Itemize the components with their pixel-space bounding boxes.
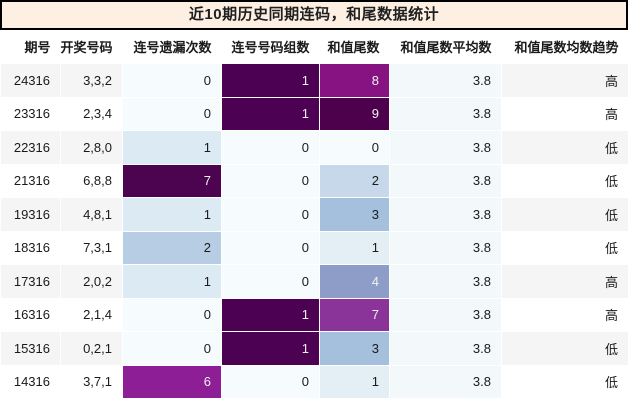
cell-group-count: 0 — [221, 163, 320, 198]
cell-trend: 低 — [501, 230, 628, 265]
table-row: 22316 2,8,0 1 0 0 3.8 低 — [0, 130, 628, 165]
header-cell-6: 和值尾数均数趋势 — [501, 30, 628, 64]
cell-period: 16316 — [0, 297, 61, 332]
cell-tail-average: 3.8 — [389, 96, 502, 131]
table-row: 24316 3,3,2 0 1 8 3.8 高 — [0, 63, 628, 98]
cell-sum-tail: 4 — [319, 264, 390, 299]
cell-sum-tail: 7 — [319, 297, 390, 332]
page-title: 近10期历史同期连码，和尾数据统计 — [0, 0, 628, 30]
cell-tail-average: 3.8 — [389, 331, 502, 366]
cell-sum-tail: 9 — [319, 96, 390, 131]
cell-trend: 低 — [501, 130, 628, 165]
cell-miss-count: 1 — [122, 264, 222, 299]
table-header: 期号 开奖号码 连号遗漏次数 连号号码组数 和值尾数 和值尾数平均数 和值尾数均数趋势 — [0, 30, 628, 64]
cell-trend: 低 — [501, 197, 628, 232]
cell-miss-count: 1 — [122, 197, 222, 232]
table-body: 24316 3,3,2 0 1 8 3.8 高 23316 2,3,4 0 1 9 3.8 高 22316 2… — [0, 63, 628, 399]
cell-period: 24316 — [0, 63, 61, 98]
table-row: 18316 7,3,1 2 0 1 3.8 低 — [0, 230, 628, 265]
cell-period: 21316 — [0, 163, 61, 198]
cell-trend: 高 — [501, 63, 628, 98]
cell-sum-tail: 0 — [319, 130, 390, 165]
header-cell-2: 连号遗漏次数 — [122, 30, 222, 64]
cell-miss-count: 6 — [122, 364, 222, 399]
cell-tail-average: 3.8 — [389, 130, 502, 165]
cell-group-count: 1 — [221, 96, 320, 131]
table-row: 15316 0,2,1 0 1 3 3.8 低 — [0, 331, 628, 366]
cell-sum-tail: 8 — [319, 63, 390, 98]
cell-trend: 高 — [501, 96, 628, 131]
cell-tail-average: 3.8 — [389, 230, 502, 265]
cell-numbers: 3,3,2 — [60, 63, 123, 98]
cell-numbers: 3,7,1 — [60, 364, 123, 399]
cell-miss-count: 1 — [122, 130, 222, 165]
header-cell-4: 和值尾数 — [319, 30, 390, 64]
table-row: 16316 2,1,4 0 1 7 3.8 高 — [0, 297, 628, 332]
cell-trend: 高 — [501, 264, 628, 299]
cell-group-count: 0 — [221, 230, 320, 265]
cell-tail-average: 3.8 — [389, 163, 502, 198]
cell-period: 22316 — [0, 130, 61, 165]
cell-tail-average: 3.8 — [389, 364, 502, 399]
cell-numbers: 2,0,2 — [60, 264, 123, 299]
cell-period: 15316 — [0, 331, 61, 366]
cell-trend: 高 — [501, 297, 628, 332]
cell-numbers: 4,8,1 — [60, 197, 123, 232]
table-row: 14316 3,7,1 6 0 1 3.8 低 — [0, 364, 628, 399]
stats-table: 期号 开奖号码 连号遗漏次数 连号号码组数 和值尾数 和值尾数平均数 和值尾数均数趋势 24… — [0, 30, 628, 399]
cell-tail-average: 3.8 — [389, 197, 502, 232]
table-row: 17316 2,0,2 1 0 4 3.8 高 — [0, 264, 628, 299]
cell-trend: 低 — [501, 331, 628, 366]
table-row: 23316 2,3,4 0 1 9 3.8 高 — [0, 96, 628, 131]
cell-miss-count: 0 — [122, 96, 222, 131]
cell-sum-tail: 2 — [319, 163, 390, 198]
cell-miss-count: 2 — [122, 230, 222, 265]
cell-group-count: 0 — [221, 364, 320, 399]
cell-numbers: 0,2,1 — [60, 331, 123, 366]
header-cell-0: 期号 — [0, 30, 61, 64]
cell-tail-average: 3.8 — [389, 63, 502, 98]
cell-miss-count: 0 — [122, 297, 222, 332]
cell-group-count: 0 — [221, 130, 320, 165]
header-cell-1: 开奖号码 — [60, 30, 123, 64]
cell-miss-count: 0 — [122, 331, 222, 366]
cell-numbers: 6,8,8 — [60, 163, 123, 198]
cell-sum-tail: 1 — [319, 230, 390, 265]
table-row: 19316 4,8,1 1 0 3 3.8 低 — [0, 197, 628, 232]
cell-sum-tail: 1 — [319, 364, 390, 399]
header-cell-5: 和值尾数平均数 — [389, 30, 502, 64]
cell-miss-count: 7 — [122, 163, 222, 198]
table-row: 21316 6,8,8 7 0 2 3.8 低 — [0, 163, 628, 198]
cell-group-count: 1 — [221, 297, 320, 332]
cell-group-count: 1 — [221, 331, 320, 366]
cell-sum-tail: 3 — [319, 331, 390, 366]
cell-tail-average: 3.8 — [389, 297, 502, 332]
cell-numbers: 2,1,4 — [60, 297, 123, 332]
cell-period: 14316 — [0, 364, 61, 399]
cell-numbers: 2,8,0 — [60, 130, 123, 165]
cell-numbers: 7,3,1 — [60, 230, 123, 265]
cell-sum-tail: 3 — [319, 197, 390, 232]
cell-trend: 低 — [501, 163, 628, 198]
cell-group-count: 0 — [221, 264, 320, 299]
cell-trend: 低 — [501, 364, 628, 399]
cell-group-count: 1 — [221, 63, 320, 98]
cell-period: 17316 — [0, 264, 61, 299]
cell-period: 19316 — [0, 197, 61, 232]
header-row: 期号 开奖号码 连号遗漏次数 连号号码组数 和值尾数 和值尾数平均数 和值尾数均数趋势 — [0, 30, 628, 64]
cell-miss-count: 0 — [122, 63, 222, 98]
cell-group-count: 0 — [221, 197, 320, 232]
cell-period: 18316 — [0, 230, 61, 265]
header-cell-3: 连号号码组数 — [221, 30, 320, 64]
cell-tail-average: 3.8 — [389, 264, 502, 299]
cell-numbers: 2,3,4 — [60, 96, 123, 131]
cell-period: 23316 — [0, 96, 61, 131]
